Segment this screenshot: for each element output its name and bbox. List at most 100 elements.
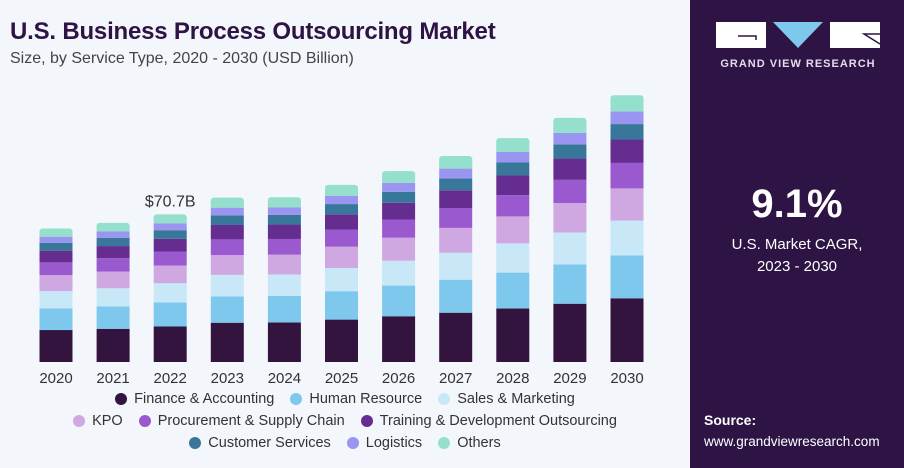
bar-segment-training-development-outsourcing-2027 — [439, 190, 473, 209]
bar-segment-kpo-2023 — [210, 255, 244, 275]
bar-segment-procurement-supply-chain-2023 — [210, 239, 244, 256]
bar-segment-human-resource-2029 — [553, 264, 587, 304]
legend-item-hr: Human Resource — [290, 391, 422, 407]
bar-segment-fill — [153, 217, 187, 224]
bar-segment-sales-marketing-2030 — [610, 220, 644, 256]
bar-segment-sales-marketing-2028 — [496, 243, 530, 273]
bar-segment-kpo-2030 — [610, 188, 644, 221]
bar-segment-finance-accounting-2022 — [153, 326, 187, 362]
bar-segment-sales-marketing-2024 — [267, 274, 301, 296]
bar-segment-procurement-supply-chain-2025 — [325, 229, 358, 247]
legend-label: Human Resource — [309, 391, 423, 407]
bar-segment-kpo-2028 — [496, 216, 530, 244]
bar-segment-sales-marketing-2026 — [382, 260, 416, 286]
x-tick-label: 2027 — [439, 370, 472, 387]
bar-segment-human-resource-2022 — [153, 302, 187, 327]
legend-swatch — [290, 393, 303, 405]
bar-segment-training-development-outsourcing-2029 — [553, 158, 587, 180]
legend-swatch — [138, 415, 151, 427]
x-tick-label: 2026 — [382, 370, 415, 387]
bar-segment-human-resource-2027 — [439, 279, 473, 313]
legend-item-others: Others — [438, 435, 501, 451]
legend-label: Logistics — [365, 435, 423, 451]
bar-segment-kpo-2029 — [553, 203, 587, 233]
legend-item-procurement: Procurement & Supply Chain — [138, 413, 345, 429]
bar-segment-logistics-2021 — [96, 231, 130, 238]
legend-label: Customer Services — [208, 435, 331, 451]
x-tick-label: 2023 — [211, 370, 244, 387]
legend-swatch — [189, 437, 202, 449]
chart-subtitle: Size, by Service Type, 2020 - 2030 (USD … — [10, 50, 354, 67]
bar-segment-logistics-2025 — [325, 195, 358, 205]
bar-segment-sales-marketing-2021 — [96, 288, 130, 307]
cagr-label-line1: U.S. Market CAGR, — [731, 236, 863, 253]
bar-segment-sales-marketing-2025 — [325, 268, 358, 292]
bar-segment-procurement-supply-chain-2027 — [439, 208, 473, 228]
bar-segment-logistics-2030 — [610, 111, 644, 125]
cagr-label-line2: 2023 - 2030 — [756, 258, 838, 275]
legend-label: Procurement & Supply Chain — [157, 413, 345, 429]
bar-segment-fill — [553, 120, 587, 133]
bar-segment-finance-accounting-2026 — [382, 316, 416, 362]
legend-swatch — [115, 393, 128, 405]
bar-segment-customer-services-2027 — [439, 178, 473, 191]
bar-segment-sales-marketing-2027 — [439, 252, 473, 280]
bar-segment-finance-accounting-2020 — [39, 330, 73, 362]
bar-segment-kpo-2027 — [439, 227, 473, 253]
bar-segment-finance-accounting-2029 — [553, 303, 587, 362]
bar-segment-kpo-2026 — [382, 237, 416, 261]
bar-segment-sales-marketing-2023 — [210, 274, 244, 297]
legend-row-1: Finance & Accounting Human Resource Sale… — [0, 391, 690, 407]
bar-segment-human-resource-2023 — [210, 296, 244, 323]
bar-segment-training-development-outsourcing-2030 — [610, 139, 644, 163]
legend-item-sales: Sales & Marketing — [438, 391, 575, 407]
bar-segment-finance-accounting-2023 — [210, 322, 244, 362]
source-label: Source: — [704, 412, 757, 428]
bar-segment-kpo-2022 — [153, 265, 187, 284]
bar-segment-procurement-supply-chain-2024 — [267, 238, 301, 255]
chart-panel: U.S. Business Process Outsourcing Market… — [0, 18, 690, 451]
chart-title: U.S. Business Process Outsourcing Market — [10, 18, 496, 45]
bar-segment-fill — [210, 200, 244, 208]
legend-swatch — [438, 393, 451, 405]
legend-swatch — [438, 437, 451, 449]
brand-name: GRAND VIEW RESEARCH — [720, 58, 876, 70]
bar-segment-procurement-supply-chain-2026 — [382, 219, 416, 238]
bar-segment-human-resource-2028 — [496, 272, 530, 309]
bar-segment-training-development-outsourcing-2028 — [496, 175, 530, 196]
legend-row-2: KPO Procurement & Supply Chain Training … — [0, 413, 690, 429]
bar-segment-training-development-outsourcing-2020 — [39, 250, 73, 263]
bar-segment-finance-accounting-2021 — [96, 328, 130, 362]
legend-item-finance: Finance & Accounting — [115, 391, 274, 407]
bar-segment-customer-services-2023 — [210, 215, 244, 225]
bar-segment-customer-services-2024 — [267, 214, 301, 225]
gvr-logo-icon — [716, 22, 881, 48]
bar-segment-customer-services-2029 — [553, 144, 587, 159]
source-link[interactable]: www.grandviewresearch.com — [704, 434, 880, 449]
bar-segment-kpo-2025 — [325, 246, 358, 269]
legend-label: KPO — [92, 413, 123, 429]
legend-label: Finance & Accounting — [134, 391, 275, 407]
bar-segment-human-resource-2024 — [267, 295, 301, 323]
x-tick-label: 2022 — [154, 370, 187, 387]
legend-label: Training & Development Outsourcing — [379, 413, 617, 429]
bar-segment-procurement-supply-chain-2022 — [153, 251, 187, 266]
bar-segment-training-development-outsourcing-2022 — [153, 238, 187, 252]
bar-segment-logistics-2026 — [382, 182, 416, 192]
bar-segment-customer-services-2026 — [382, 191, 416, 203]
bar-segment-logistics-2024 — [267, 207, 301, 215]
bar-segment-sales-marketing-2020 — [39, 291, 73, 309]
cagr-value: 9.1% — [751, 182, 843, 226]
bar-segment-logistics-2029 — [553, 132, 587, 145]
bar-segment-customer-services-2020 — [39, 242, 73, 251]
bar-segment-procurement-supply-chain-2020 — [39, 262, 73, 276]
bar-segment-training-development-outsourcing-2025 — [325, 214, 358, 230]
bar-segment-fill — [267, 200, 301, 208]
bar-segment-training-development-outsourcing-2021 — [96, 246, 130, 259]
bar-segment-human-resource-2030 — [610, 255, 644, 299]
bar-segment-sales-marketing-2029 — [553, 232, 587, 265]
data-label-2022: $70.7B — [145, 193, 196, 210]
legend-item-logistics: Logistics — [346, 435, 423, 451]
bar-segment-customer-services-2030 — [610, 124, 644, 140]
bar-segment-finance-accounting-2030 — [610, 298, 644, 362]
